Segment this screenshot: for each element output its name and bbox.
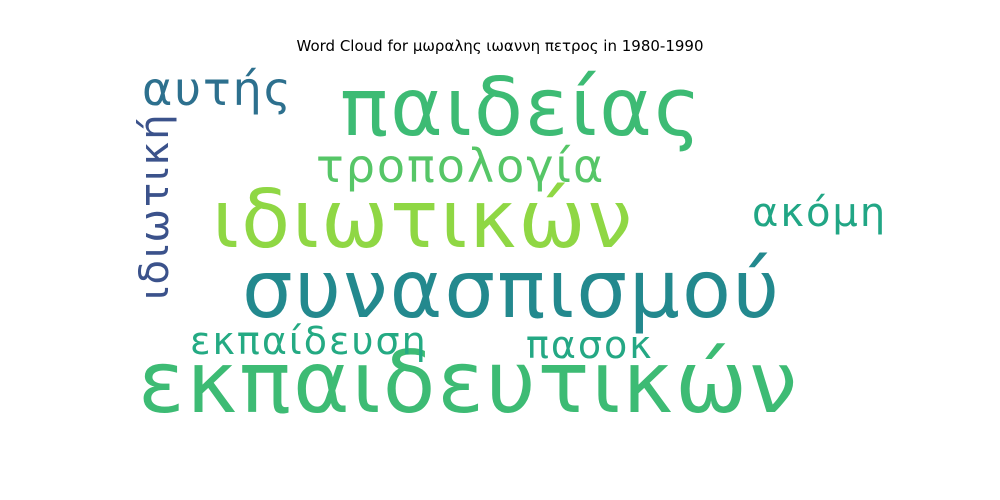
word-cloud-word: αυτής	[142, 62, 293, 116]
word-cloud-word: παιδείας	[340, 61, 703, 154]
word-cloud-word: τροπολογία	[316, 139, 606, 193]
word-cloud-word: εκπαιδευτικών	[138, 333, 800, 433]
word-cloud-word: ιδιωτικών	[212, 173, 635, 266]
word-cloud-word: εκπαίδευση	[190, 319, 428, 363]
chart-title: Word Cloud for μωραλης ιωαννη πετρος in …	[296, 37, 704, 55]
word-cloud-word: ακόμη	[752, 190, 888, 236]
word-cloud-word: πασοκ	[526, 323, 654, 367]
word-cloud-word: ιδιωτική	[132, 112, 178, 300]
word-cloud-word: συνασπισμού	[242, 243, 782, 336]
